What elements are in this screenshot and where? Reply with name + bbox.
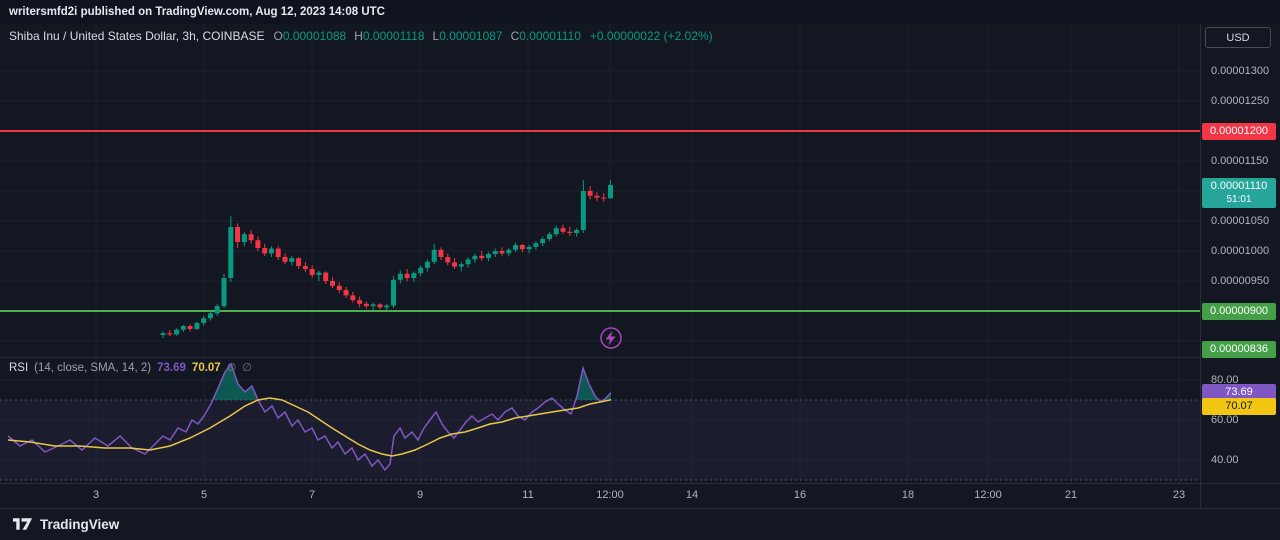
time-tick-label: 14 bbox=[685, 489, 699, 501]
rsi-tag-value: 73.69 bbox=[1202, 384, 1276, 402]
time-tick-label: 7 bbox=[308, 489, 316, 501]
hidden-value-icon[interactable]: ∅ bbox=[226, 362, 237, 374]
price-axis[interactable]: 0.00001200 0.00001110 51:01 0.00000900 0… bbox=[1200, 24, 1280, 484]
axis-tick-label: 40.00 bbox=[1211, 454, 1239, 466]
brand-name[interactable]: TradingView bbox=[40, 516, 120, 532]
time-tick-label: 21 bbox=[1064, 489, 1078, 501]
time-tick-label: 3 bbox=[92, 489, 100, 501]
time-tick-label: 16 bbox=[793, 489, 807, 501]
publisher-text: writersmfd2i published on TradingView.co… bbox=[9, 6, 250, 18]
close-value: C 0.00001110 bbox=[510, 29, 581, 43]
chart-legend: Shiba Inu / United States Dollar, 3h, CO… bbox=[9, 29, 713, 43]
open-value: O 0.00001088 bbox=[273, 29, 347, 43]
rsi-legend: RSI (14, close, SMA, 14, 2) 73.69 70.07 … bbox=[9, 361, 252, 375]
rsi-tag-ma: 70.07 bbox=[1202, 397, 1276, 415]
low-value: L 0.00001087 bbox=[432, 29, 503, 43]
tradingview-logo[interactable] bbox=[12, 517, 33, 531]
bar-countdown: 51:01 bbox=[1226, 194, 1252, 205]
time-tick-label: 12:00 bbox=[596, 489, 624, 501]
axis-tick-label: 60.00 bbox=[1211, 414, 1239, 426]
currency-toggle-button[interactable]: USD bbox=[1205, 27, 1271, 48]
ohlc-values: O 0.00001088 H 0.00001118 L 0.00001087 C 0.0… bbox=[273, 29, 580, 43]
price-tag-resistance: 0.00001200 bbox=[1202, 122, 1276, 140]
boost-lightning-icon[interactable] bbox=[600, 327, 622, 349]
rsi-indicator-title[interactable]: RSI bbox=[9, 361, 29, 374]
axis-tick-label: 0.00001250 bbox=[1211, 95, 1270, 107]
price-tag-alert: 0.00000836 bbox=[1202, 340, 1276, 358]
high-value: H 0.00001118 bbox=[354, 29, 425, 43]
publish-bar: writersmfd2i published on TradingView.co… bbox=[0, 0, 1280, 24]
axis-tick-label: 0.00001000 bbox=[1211, 245, 1270, 257]
time-tick-label: 9 bbox=[416, 489, 424, 501]
price-tag-current: 0.00001110 51:01 bbox=[1202, 178, 1276, 208]
axis-tick-label: 80.00 bbox=[1211, 374, 1239, 386]
time-axis[interactable]: 3 5 7 9 11 12:00 14 16 18 12:00 21 23 bbox=[0, 484, 1200, 508]
axis-tick-label: 0.00001150 bbox=[1211, 155, 1269, 167]
time-tick-label: 23 bbox=[1172, 489, 1186, 501]
rsi-ma-value: 70.07 bbox=[191, 361, 221, 374]
hidden-value-icon[interactable]: ∅ bbox=[242, 362, 252, 374]
time-tick-label: 18 bbox=[901, 489, 915, 501]
time-tick-label: 5 bbox=[200, 489, 208, 501]
change-value: +0.00000022 (+2.02%) bbox=[589, 29, 713, 43]
price-tag-support: 0.00000900 bbox=[1202, 302, 1276, 320]
axis-tick-label: 0.00001050 bbox=[1211, 215, 1270, 227]
publish-datetime: , Aug 12, 2023 14:08 UTC bbox=[249, 6, 385, 18]
axis-tick-label: 0.00000950 bbox=[1211, 275, 1270, 287]
rsi-params: (14, close, SMA, 14, 2) bbox=[34, 361, 152, 374]
symbol-title[interactable]: Shiba Inu / United States Dollar, 3h, CO… bbox=[9, 29, 265, 43]
rsi-current-value: 73.69 bbox=[157, 361, 186, 374]
current-price: 0.00001110 bbox=[1210, 180, 1268, 192]
footer-bar: TradingView bbox=[0, 508, 1280, 540]
time-tick-label: 12:00 bbox=[974, 489, 1002, 501]
axis-tick-label: 0.00001300 bbox=[1211, 65, 1270, 77]
time-tick-label: 11 bbox=[522, 489, 534, 501]
